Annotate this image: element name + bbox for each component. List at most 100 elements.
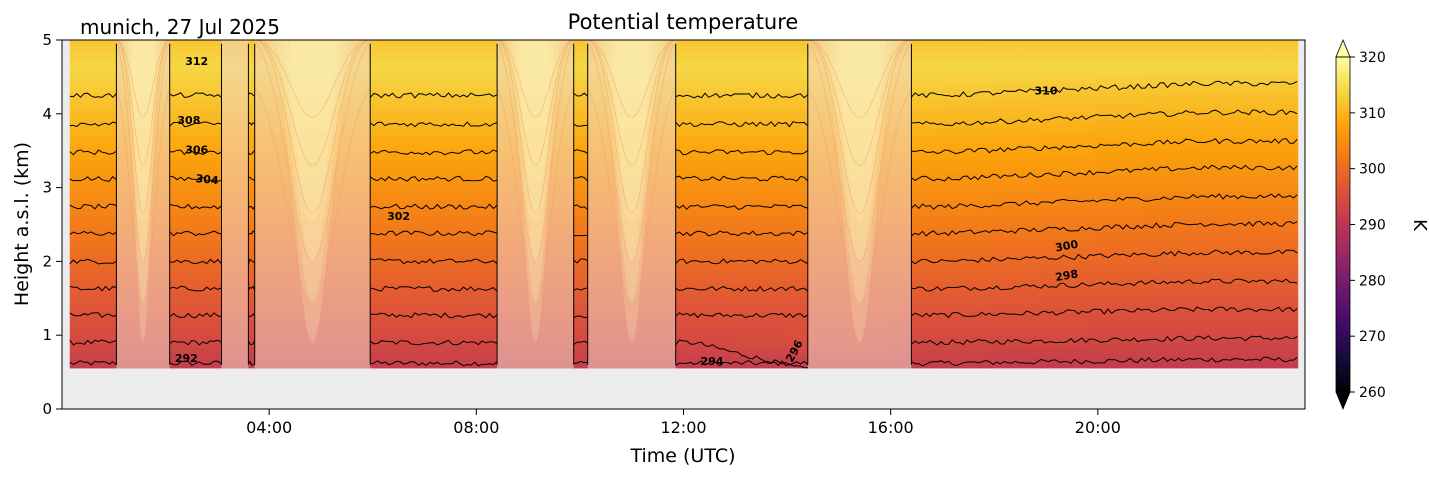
contour-label: 292 <box>175 352 198 365</box>
isentrope-line <box>370 230 498 237</box>
isentrope-line <box>911 249 1298 265</box>
warm-core <box>272 40 353 302</box>
isentrope-line <box>169 258 222 265</box>
masked-region <box>807 40 912 369</box>
x-tick-label: 04:00 <box>246 418 292 437</box>
contour-label: 306 <box>185 144 208 157</box>
warm-core <box>263 40 361 343</box>
faint-contour <box>254 40 371 262</box>
isentrope-line <box>911 109 1298 127</box>
isentrope-line <box>247 285 256 291</box>
isentrope-line <box>675 258 809 265</box>
colorbar-extend-min <box>1335 391 1351 411</box>
isentrope-line <box>169 285 222 292</box>
contour-label: 308 <box>177 114 200 127</box>
colorbar-tick-label: 310 <box>1359 106 1386 122</box>
colorbar-tick-label: 290 <box>1359 218 1386 234</box>
contour-label: 312 <box>185 55 208 68</box>
faint-contour <box>807 40 912 118</box>
warm-core <box>128 40 158 262</box>
isentrope-line <box>369 149 498 156</box>
colorbar-tick-label: 270 <box>1359 329 1386 345</box>
masked-region <box>587 40 676 369</box>
faint-contour <box>254 87 371 310</box>
warm-core <box>124 40 162 302</box>
faint-contour <box>254 40 371 214</box>
field-strip <box>1092 40 1145 369</box>
isentrope-line <box>911 356 1298 367</box>
isentrope-line <box>370 258 498 265</box>
isentrope-line <box>675 149 809 156</box>
faint-contour <box>807 40 912 262</box>
y-tick-label: 2 <box>42 252 52 270</box>
isentrope-line <box>370 203 498 210</box>
faint-contour <box>116 40 170 214</box>
isentrope-line <box>369 92 498 99</box>
colorbar-tick-label: 320 <box>1359 50 1386 66</box>
isentrope-line <box>573 123 588 127</box>
isentrope-line <box>675 360 809 367</box>
isentrope-line <box>69 339 117 346</box>
contour-label: 310 <box>1035 85 1058 98</box>
faint-contour <box>587 87 676 310</box>
isentrope-line <box>911 80 1298 99</box>
faint-contour <box>587 40 676 118</box>
masked-region <box>497 40 574 369</box>
x-tick-label: 08:00 <box>453 418 499 437</box>
isentrope-line <box>675 204 808 210</box>
isentrope-line <box>911 138 1298 155</box>
isentrope-line <box>573 92 589 97</box>
isentrope-line <box>573 287 588 291</box>
temperature-field <box>69 40 1299 369</box>
colorbar-tick-label: 260 <box>1359 385 1386 401</box>
contour-label: 304 <box>195 172 220 187</box>
faint-contour <box>497 40 574 166</box>
faint-contour <box>116 40 170 166</box>
faint-contour <box>254 40 371 118</box>
isentrope-line <box>169 360 222 366</box>
warm-core <box>816 40 904 343</box>
faint-contour <box>497 40 574 214</box>
isentrope-line <box>248 121 255 126</box>
x-axis-label: Time (UTC) <box>629 445 735 467</box>
y-tick-label: 3 <box>42 179 52 197</box>
faint-contour <box>254 40 371 166</box>
isentrope-line <box>675 339 808 369</box>
warm-core <box>509 40 562 302</box>
isentrope-line <box>69 92 117 99</box>
isentrope-line <box>573 149 588 154</box>
faint-contour <box>496 40 574 262</box>
faint-contour <box>116 40 170 118</box>
colorbar-tick-label: 300 <box>1359 162 1386 178</box>
faint-contour <box>807 40 912 214</box>
field-strip <box>1143 40 1196 369</box>
faint-contour <box>587 40 676 166</box>
faint-contour <box>496 87 574 310</box>
isentrope-line <box>248 205 256 210</box>
faint-contour <box>497 40 574 118</box>
masked-region <box>221 40 249 369</box>
faint-contour <box>116 87 170 310</box>
contour-label: 294 <box>701 355 724 368</box>
isentrope-line <box>675 230 808 237</box>
colorbar-tick-label: 280 <box>1359 273 1386 289</box>
field-strip <box>1246 40 1299 369</box>
faint-contour <box>587 40 676 262</box>
faint-contour <box>587 40 676 214</box>
isentrope-line <box>370 360 498 367</box>
y-tick-label: 5 <box>42 31 52 49</box>
isentrope-line <box>69 203 117 210</box>
isentrope-line <box>69 175 117 182</box>
chart-title: Potential temperature <box>568 10 799 34</box>
colorbar-ticks: 260 270 280 290 300 310 320 <box>1350 50 1386 401</box>
field-strip <box>939 40 992 369</box>
warm-core <box>120 40 166 343</box>
masked-region <box>254 40 371 369</box>
isentrope-line <box>675 175 809 182</box>
isentrope-line <box>169 149 222 156</box>
isentrope-line <box>169 92 222 99</box>
field-strip <box>683 40 736 369</box>
field-strip <box>427 40 480 369</box>
warm-core <box>831 40 888 262</box>
colorbar-gradient <box>1336 57 1350 392</box>
